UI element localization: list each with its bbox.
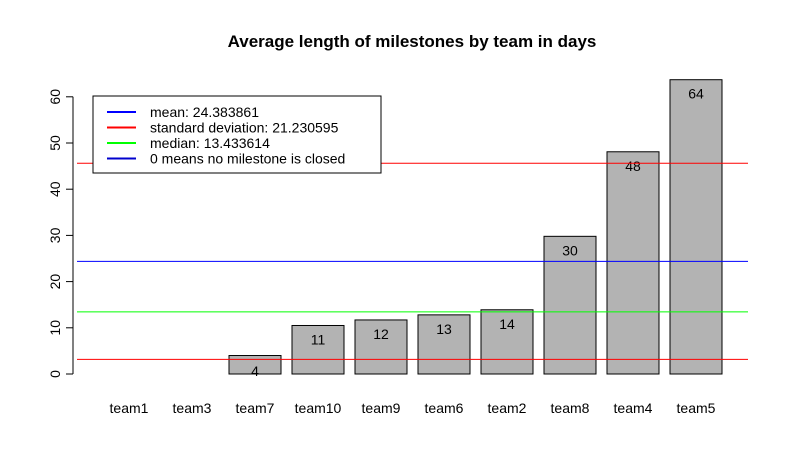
y-tick-label-60: 60 (47, 89, 63, 105)
chart-title: Average length of milestones by team in … (228, 32, 597, 51)
x-tick-label-team6: team6 (425, 400, 464, 416)
legend-box (92, 95, 382, 174)
x-tick-label-team9: team9 (362, 400, 401, 416)
y-tick-label-10: 10 (47, 320, 63, 336)
bar-label-team9: 12 (373, 326, 389, 342)
bar-label-team7: 4 (251, 363, 259, 379)
bar-team9 (354, 319, 408, 375)
y-tick-label-0: 0 (47, 370, 63, 378)
x-tick-label-team4: team4 (614, 400, 653, 416)
bar-label-team10: 11 (311, 331, 326, 347)
x-tick-label-team10: team10 (295, 400, 342, 416)
y-tick-label-50: 50 (47, 135, 63, 151)
x-tick-label-team8: team8 (551, 400, 590, 416)
bars-group: 4 11 12 13 14 30 48 64 (228, 79, 723, 379)
x-tick-label-team1: team1 (110, 400, 149, 416)
bar-label-team4: 48 (625, 158, 641, 174)
bar-label-team6: 13 (436, 321, 452, 337)
x-tick-label-team3: team3 (173, 400, 212, 416)
y-tick-label-30: 30 (47, 227, 63, 243)
bar-team7 (228, 355, 282, 375)
bar-team4 (606, 151, 660, 375)
y-tick-label-40: 40 (47, 181, 63, 197)
bar-team8 (543, 235, 597, 375)
legend-entry-2: median: 13.433614 (150, 135, 270, 151)
bar-label-team5: 64 (688, 86, 704, 102)
x-tick-label-team5: team5 (677, 400, 716, 416)
y-axis: 0 10 20 30 40 50 60 (47, 89, 74, 378)
x-axis-labels: team1 team3 team7 team10 team9 team6 team2 team… (110, 400, 716, 416)
legend-entry-1: standard deviation: 21.230595 (150, 120, 339, 136)
legend-entry-3: 0 means no milestone is closed (150, 151, 345, 167)
x-tick-label-team7: team7 (236, 400, 275, 416)
bar-label-team8: 30 (562, 242, 578, 258)
legend-entry-0: mean: 24.383861 (150, 104, 259, 120)
x-tick-label-team2: team2 (488, 400, 527, 416)
bar-label-team2: 14 (499, 316, 515, 332)
bar-team10 (291, 324, 345, 375)
bar-team5 (669, 79, 723, 375)
bar-team2 (480, 309, 534, 375)
bar-team6 (417, 314, 471, 375)
y-tick-label-20: 20 (47, 274, 63, 290)
